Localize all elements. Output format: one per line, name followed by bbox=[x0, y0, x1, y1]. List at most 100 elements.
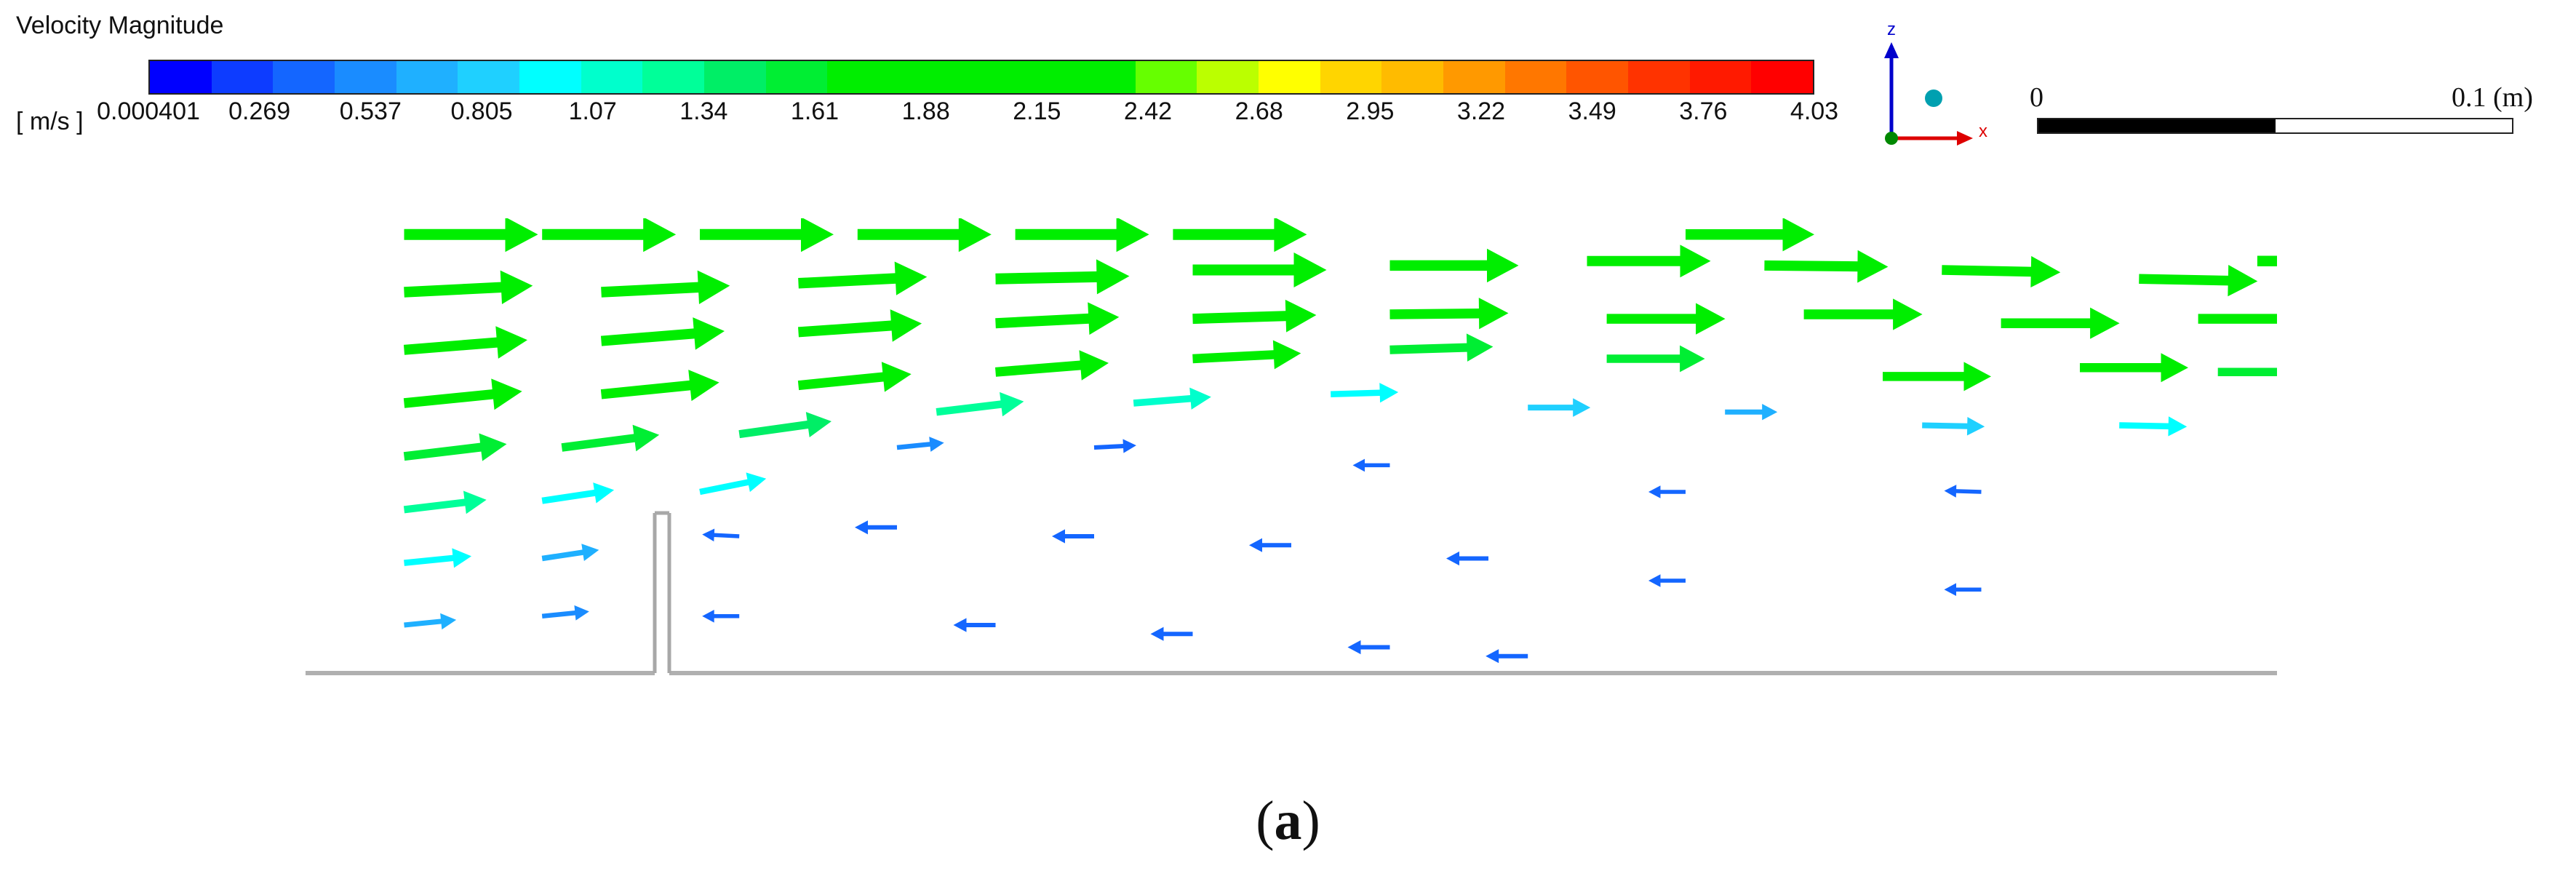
colorbar-tick-label: 2.42 bbox=[1123, 98, 1173, 125]
colorbar-segment bbox=[1566, 61, 1629, 93]
colorbar-tick-label: 1.34 bbox=[679, 98, 728, 125]
velocity-arrow bbox=[600, 317, 725, 350]
velocity-arrow bbox=[1803, 298, 1923, 330]
velocity-arrow bbox=[403, 326, 527, 359]
velocity-arrow bbox=[2217, 367, 2277, 377]
velocity-arrow bbox=[403, 490, 487, 514]
velocity-arrow bbox=[600, 370, 719, 402]
velocity-arrow bbox=[1173, 218, 1307, 252]
colorbar-segment bbox=[1135, 61, 1197, 93]
velocity-arrow bbox=[404, 218, 538, 252]
velocity-arrow bbox=[1942, 255, 2061, 288]
colorbar-segment bbox=[1259, 61, 1320, 93]
velocity-arrow bbox=[857, 218, 992, 252]
caption-open: ( bbox=[1256, 790, 1275, 851]
colorbar-segment bbox=[704, 61, 766, 93]
caption-close: ) bbox=[1301, 790, 1320, 851]
scale-zero-label: 0 bbox=[2030, 82, 2043, 113]
velocity-arrow bbox=[1389, 333, 1494, 362]
x-axis-arrowhead bbox=[1957, 131, 1973, 146]
velocity-arrow bbox=[936, 391, 1024, 417]
velocity-arrow bbox=[702, 610, 740, 623]
colorbar-tick-label: 0.269 bbox=[228, 98, 291, 125]
legend-title: Velocity Magnitude bbox=[16, 12, 224, 39]
scale-max-label: 0.1 (m) bbox=[2452, 82, 2533, 113]
velocity-arrow bbox=[1192, 340, 1301, 370]
colorbar-segment bbox=[642, 61, 705, 93]
velocity-arrow bbox=[995, 259, 1130, 295]
z-axis-label: z bbox=[1887, 20, 1896, 39]
colorbar-segment bbox=[458, 61, 520, 93]
colorbar-tick-label: 1.61 bbox=[790, 98, 840, 125]
colorbar-tick-label: 2.68 bbox=[1235, 98, 1283, 125]
velocity-arrow bbox=[1922, 416, 1985, 436]
velocity-arrow bbox=[1944, 583, 1982, 596]
colorbar-segment bbox=[1197, 61, 1259, 93]
caption-letter: a bbox=[1274, 790, 1302, 851]
colorbar-segment bbox=[273, 61, 335, 93]
velocity-arrow bbox=[1648, 485, 1686, 498]
scale-bar-fill bbox=[2038, 119, 2276, 132]
velocity-arrow bbox=[403, 433, 507, 461]
velocity-arrow bbox=[2119, 416, 2188, 437]
colorbar bbox=[148, 60, 1814, 95]
velocity-arrow bbox=[1052, 529, 1094, 544]
velocity-arrow bbox=[953, 618, 996, 632]
velocity-arrow bbox=[1133, 387, 1211, 410]
velocity-arrow bbox=[542, 218, 677, 252]
velocity-arrow bbox=[1725, 404, 1778, 421]
velocity-arrow bbox=[1944, 485, 1982, 498]
velocity-arrow bbox=[1686, 218, 1814, 252]
colorbar-segment bbox=[519, 61, 581, 93]
velocity-arrow bbox=[797, 362, 912, 392]
colorbar-segment bbox=[396, 61, 458, 93]
velocity-arrow bbox=[601, 270, 730, 305]
colorbar-tick-label: 0.805 bbox=[450, 98, 513, 125]
vector-arrows bbox=[403, 218, 2277, 664]
velocity-arrow bbox=[1606, 345, 1705, 373]
velocity-arrow bbox=[1389, 248, 1519, 283]
velocity-arrow bbox=[896, 437, 944, 452]
z-axis-arrowhead bbox=[1884, 42, 1899, 58]
view-sphere bbox=[1925, 90, 1942, 107]
velocity-arrow bbox=[1192, 299, 1317, 333]
colorbar-tick-label: 2.95 bbox=[1346, 98, 1395, 125]
colorbar-segment bbox=[1074, 61, 1136, 93]
velocity-arrow bbox=[561, 424, 660, 452]
colorbar-segment bbox=[335, 61, 396, 93]
colorbar-ticks: 0.000401 0.269 0.537 0.805 1.07 1.34 1.61 1.88 2… bbox=[97, 98, 1838, 134]
colorbar-tick-label: 2.15 bbox=[1013, 98, 1061, 125]
velocity-arrow bbox=[1352, 458, 1390, 472]
y-axis-origin bbox=[1885, 132, 1898, 145]
velocity-arrow bbox=[2139, 265, 2258, 297]
velocity-arrow bbox=[2198, 314, 2277, 324]
velocity-arrow bbox=[1486, 649, 1528, 664]
velocity-arrow bbox=[702, 528, 740, 542]
velocity-arrow bbox=[541, 544, 599, 562]
colorbar-segment bbox=[889, 61, 951, 93]
colorbar-tick-label: 3.49 bbox=[1568, 98, 1616, 125]
colorbar-tick-label: 1.07 bbox=[568, 98, 617, 125]
vector-plot bbox=[306, 218, 2277, 675]
velocity-arrow bbox=[1446, 551, 1488, 566]
velocity-arrow bbox=[855, 520, 897, 535]
velocity-arrow bbox=[1347, 640, 1390, 655]
velocity-arrow bbox=[1015, 218, 1149, 252]
scale-bar bbox=[2037, 118, 2513, 134]
velocity-arrow bbox=[699, 472, 767, 496]
velocity-arrow bbox=[2001, 307, 2120, 339]
colorbar-tick-label: 0.537 bbox=[339, 98, 402, 125]
velocity-arrow bbox=[404, 613, 457, 630]
colorbar-segment bbox=[1504, 61, 1567, 93]
velocity-arrow bbox=[1150, 627, 1193, 641]
colorbar-segment bbox=[1381, 61, 1444, 93]
velocity-arrow bbox=[1249, 538, 1291, 552]
x-axis-label: x bbox=[1979, 122, 1987, 141]
velocity-arrow bbox=[404, 548, 472, 568]
colorbar-tick-label: 1.88 bbox=[901, 98, 950, 125]
colorbar-tick-label: 4.03 bbox=[1790, 98, 1839, 125]
velocity-arrow bbox=[403, 378, 522, 410]
velocity-arrow bbox=[994, 350, 1109, 381]
velocity-arrow bbox=[1331, 383, 1399, 403]
colorbar-tick-label: 3.22 bbox=[1456, 98, 1506, 125]
